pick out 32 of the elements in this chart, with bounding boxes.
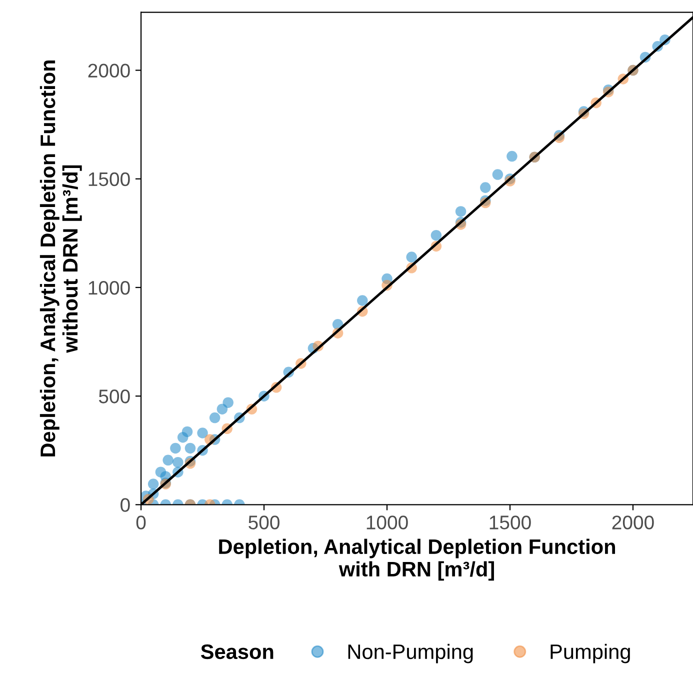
y-tick-label: 1500 bbox=[88, 172, 130, 186]
point bbox=[357, 295, 368, 306]
point bbox=[480, 182, 491, 193]
point bbox=[209, 412, 220, 424]
point bbox=[430, 230, 442, 241]
point bbox=[492, 169, 504, 180]
point bbox=[455, 206, 466, 217]
point bbox=[184, 442, 196, 454]
y-tick-label: 2000 bbox=[88, 64, 130, 78]
legend-label: Non-Pumping bbox=[348, 644, 473, 664]
point bbox=[216, 404, 228, 414]
x-tick-label: 500 bbox=[248, 516, 280, 530]
point bbox=[506, 150, 518, 162]
x-tick-label: 1000 bbox=[366, 516, 408, 530]
x-tick-label: 1500 bbox=[490, 516, 531, 530]
point bbox=[172, 456, 184, 468]
y-tick-label: 1000 bbox=[88, 280, 130, 295]
x-axis-title: Depletion, Analytical Depletion Function with DRN [m³/d] bbox=[219, 538, 616, 581]
y-axis-title: Depletion, Analytical Depletion Function without DRN [m³/d] bbox=[40, 60, 82, 456]
x-tick-label: 0 bbox=[136, 516, 146, 530]
point bbox=[222, 397, 234, 408]
legend-title: Season bbox=[200, 644, 274, 660]
point bbox=[148, 478, 159, 490]
point bbox=[182, 426, 193, 438]
x-tick-label: 2000 bbox=[612, 516, 654, 530]
point bbox=[162, 454, 174, 466]
y-tick-label: 500 bbox=[98, 390, 130, 404]
point bbox=[197, 428, 208, 438]
legend-label: Pumping bbox=[550, 644, 630, 664]
point bbox=[170, 442, 181, 454]
y-tick-label: 0 bbox=[120, 498, 130, 512]
point bbox=[406, 252, 417, 262]
